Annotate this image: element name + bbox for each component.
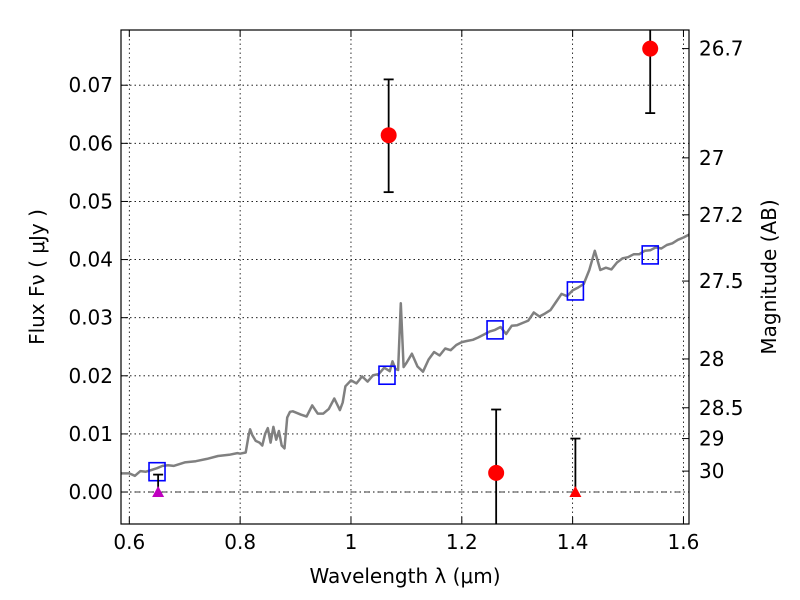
model-photometry-square [378, 365, 396, 386]
y-tick-label: 0.04 [68, 248, 113, 272]
y-axis-title: Flux Fν ( μJy ) [25, 209, 49, 345]
y-tick-label: 0.02 [68, 364, 113, 388]
right-tick-label: 27.2 [699, 203, 744, 227]
upper-limit-triangle [569, 486, 582, 498]
x-tick-label: 0.8 [224, 530, 256, 554]
x-axis-title: Wavelength λ (μm) [309, 564, 500, 588]
y-tick-label: 0.03 [68, 306, 113, 330]
axis-ticks: 0.6 0.8 1 1.2 1.4 1.6 0.00 0.01 0.02 0.03 0.04 0.05… [68, 30, 744, 554]
y-tick-label: 0.05 [68, 189, 113, 213]
x-tick-label: 1 [345, 530, 358, 554]
data-marks [121, 30, 690, 524]
right-tick-label: 27 [699, 146, 724, 170]
right-tick-label: 30 [699, 459, 724, 483]
right-tick-label: 27.5 [699, 269, 744, 293]
x-tick-label: 1.2 [446, 530, 478, 554]
right-tick-label: 26.7 [699, 37, 744, 61]
model-photometry-square [641, 245, 660, 265]
right-tick-label: 28 [699, 347, 724, 371]
right-tick-label: 29 [699, 427, 724, 451]
model-photometry-square [148, 461, 166, 482]
y-axis-title-right: Magnitude (AB) [757, 199, 781, 354]
plot-background [121, 30, 689, 524]
right-tick-label: 28.5 [699, 396, 744, 420]
y-tick-label: 0.06 [68, 131, 113, 155]
observed-flux-point [642, 40, 659, 57]
y-tick-label: 0.01 [68, 422, 113, 446]
x-tick-label: 1.6 [668, 530, 700, 554]
y-tick-label: 0.00 [68, 480, 113, 504]
x-tick-label: 1.4 [557, 530, 589, 554]
y-tick-label: 0.07 [68, 73, 113, 97]
plot-frame [120, 29, 690, 525]
upper-limit-triangle [152, 486, 165, 498]
model-photometry-square [486, 320, 504, 340]
model-photometry-square [566, 281, 585, 301]
observed-flux-point [488, 464, 505, 481]
x-tick-label: 0.6 [113, 530, 145, 554]
observed-flux-point [380, 127, 397, 144]
